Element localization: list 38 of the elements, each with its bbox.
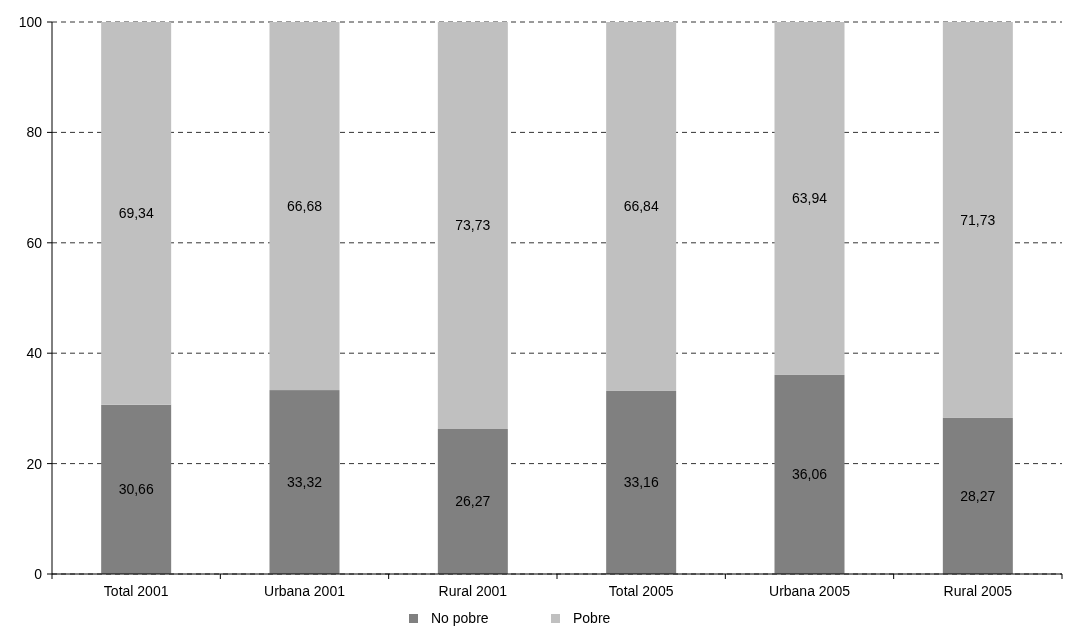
bar bbox=[774, 374, 845, 574]
data-label: 66,84 bbox=[623, 198, 659, 215]
bar bbox=[437, 428, 508, 574]
x-tick-label: Rural 2001 bbox=[438, 583, 508, 599]
x-tick-label: Total 2005 bbox=[608, 583, 674, 599]
data-label: 73,73 bbox=[455, 217, 491, 234]
bar bbox=[606, 22, 677, 391]
x-tick-label: Urbana 2001 bbox=[264, 583, 346, 599]
y-tick-label: 100 bbox=[18, 14, 43, 30]
data-label: 63,94 bbox=[791, 190, 828, 207]
data-label: 30,66 bbox=[118, 481, 154, 498]
bar bbox=[101, 404, 172, 574]
x-tick-label: Urbana 2005 bbox=[769, 583, 851, 599]
y-tick-label: 0 bbox=[34, 566, 43, 582]
data-label: 36,06 bbox=[791, 466, 828, 483]
data-label: 69,34 bbox=[118, 205, 154, 222]
x-tick-label: Rural 2005 bbox=[943, 583, 1013, 599]
bar bbox=[774, 22, 845, 375]
bar bbox=[101, 22, 172, 405]
data-label: 33,32 bbox=[286, 474, 323, 491]
data-label: 71,73 bbox=[960, 211, 996, 228]
legend-label: No pobre bbox=[431, 610, 489, 626]
bar bbox=[437, 22, 508, 429]
bar bbox=[269, 390, 340, 574]
y-tick-label: 80 bbox=[26, 124, 43, 141]
data-label: 26,27 bbox=[455, 493, 491, 510]
y-tick-label: 20 bbox=[26, 455, 43, 472]
y-tick-label: 40 bbox=[26, 345, 43, 362]
data-label: 28,27 bbox=[960, 487, 996, 504]
legend-label: Pobre bbox=[573, 610, 611, 626]
y-tick-label: 60 bbox=[26, 234, 43, 251]
data-label: 33,16 bbox=[623, 474, 659, 491]
bar bbox=[942, 22, 1013, 418]
bar bbox=[606, 390, 677, 574]
bar bbox=[269, 22, 340, 391]
x-tick-label: Total 2001 bbox=[103, 583, 169, 599]
bar bbox=[942, 417, 1013, 574]
data-label: 66,68 bbox=[286, 198, 323, 215]
